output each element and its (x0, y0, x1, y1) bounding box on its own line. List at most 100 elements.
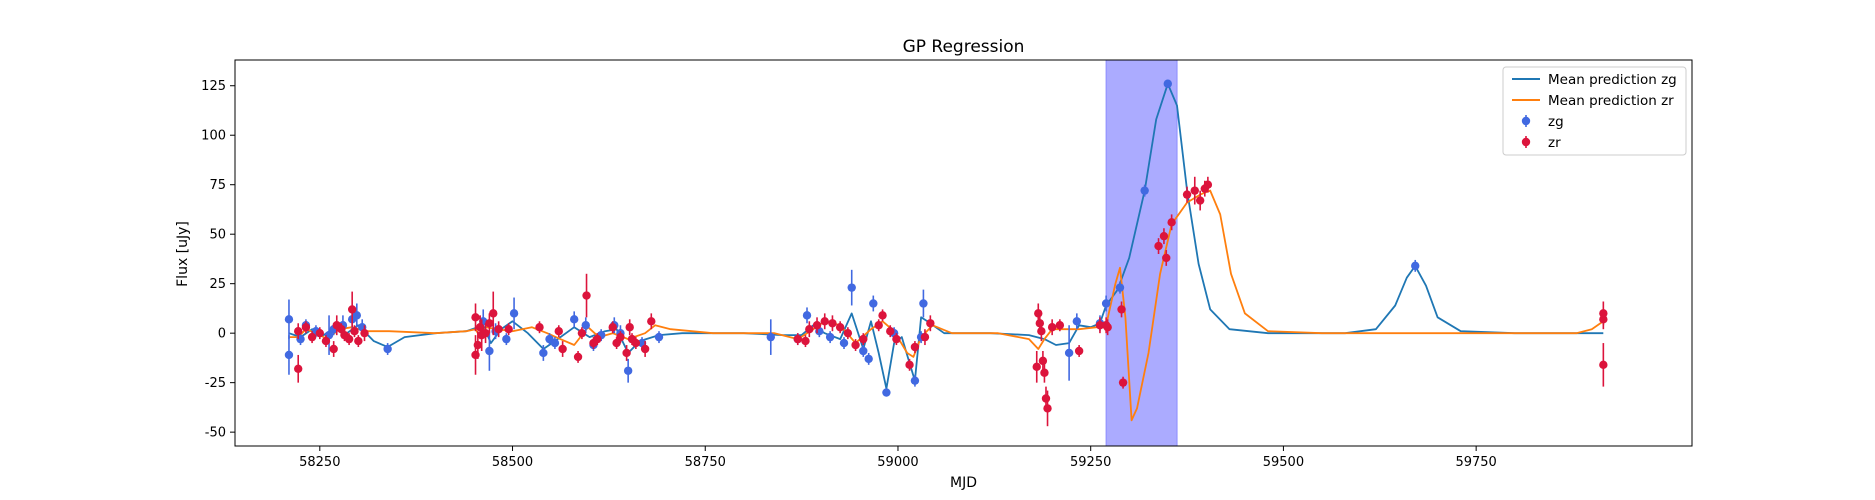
data-point-zr (504, 325, 513, 334)
data-point-zr (878, 311, 887, 320)
data-point-zg (1072, 317, 1082, 326)
data-point-zr (471, 313, 480, 322)
data-point-zr (481, 328, 490, 338)
y-tick-label: 125 (201, 79, 226, 94)
data-point-zr (1182, 190, 1192, 199)
data-point-zr (593, 334, 602, 344)
data-point-zr (1032, 362, 1041, 372)
legend-box (1502, 66, 1687, 156)
data-point-zr (1034, 309, 1043, 318)
data-point-zr (554, 326, 563, 336)
data-point-zr (616, 332, 625, 342)
data-point-zr (1118, 378, 1128, 387)
data-point-zr (1041, 394, 1051, 403)
x-tick-label: 59000 (877, 455, 918, 470)
legend-marker-swatch (1521, 137, 1531, 147)
data-point-zr (920, 332, 930, 342)
data-point-zg (569, 315, 579, 324)
data-point-zr (1599, 360, 1608, 370)
y-tick-label: 100 (201, 129, 226, 144)
data-point-zg (1115, 283, 1125, 292)
data-point-zr (473, 340, 483, 350)
data-point-zr (350, 326, 359, 336)
data-point-zr (307, 332, 317, 342)
y-tick-label: 25 (209, 277, 226, 292)
data-point-zg (864, 354, 873, 364)
data-point-zr (558, 344, 567, 354)
data-point-zr (640, 344, 650, 354)
legend-marker-swatch (1521, 116, 1531, 126)
data-point-zg (383, 344, 392, 354)
data-point-zr (892, 334, 901, 344)
data-point-zr (631, 338, 641, 348)
series-points-zr (294, 176, 1608, 427)
data-point-zr (905, 360, 914, 370)
x-tick-label: 58250 (299, 455, 340, 470)
data-point-zr (622, 348, 631, 358)
data-point-zr (1117, 305, 1126, 314)
data-point-zr (294, 364, 303, 373)
y-tick-label: 75 (209, 178, 226, 193)
data-point-zr (347, 305, 357, 314)
data-point-zr (812, 321, 822, 330)
data-point-zg (539, 348, 548, 358)
data-point-zr (582, 291, 591, 300)
x-tick-label: 58500 (492, 455, 533, 470)
data-point-zr (1159, 231, 1169, 241)
data-point-zr (1195, 196, 1205, 205)
data-point-zr (489, 309, 498, 318)
data-point-zr (344, 334, 354, 344)
data-point-zr (1162, 253, 1171, 263)
data-point-zr (315, 328, 324, 338)
data-point-zg (509, 309, 519, 318)
data-point-zg (919, 299, 928, 308)
plot-frame (234, 59, 1693, 447)
data-point-zr (805, 325, 814, 334)
data-point-zr (321, 336, 331, 346)
data-point-zr (926, 319, 935, 328)
legend-label: zg (1548, 114, 1564, 130)
data-point-zr (820, 317, 829, 326)
data-point-zr (494, 325, 503, 334)
data-point-zr (608, 323, 617, 332)
data-point-zr (1154, 241, 1163, 251)
data-point-zr (301, 323, 311, 332)
y-tick-label: 0 (218, 327, 226, 342)
y-tick-label: 50 (209, 228, 226, 243)
data-point-zg (502, 334, 511, 344)
data-point-zg (825, 332, 835, 342)
data-point-zr (573, 352, 583, 362)
data-point-zr (835, 323, 845, 332)
data-point-zr (329, 344, 338, 354)
data-point-zr (843, 328, 853, 338)
data-point-zr (1190, 186, 1199, 195)
data-point-zr (294, 326, 303, 336)
data-point-zr (1035, 319, 1045, 328)
data-point-zr (793, 334, 802, 344)
data-point-zg (839, 338, 849, 348)
data-point-zg (910, 376, 920, 385)
data-point-zg (859, 346, 868, 356)
data-point-zr (1055, 321, 1065, 330)
data-point-zr (577, 328, 587, 338)
data-point-zg (550, 338, 560, 348)
x-tick-label: 59250 (1070, 455, 1111, 470)
data-point-zg (1163, 79, 1172, 88)
data-point-zg (1140, 186, 1149, 195)
data-point-zr (647, 317, 656, 326)
y-tick-label: -50 (205, 426, 226, 441)
data-point-zr (1203, 180, 1213, 189)
data-point-zg (654, 332, 664, 342)
data-point-zg (1101, 299, 1111, 308)
y-axis: -50 -25 0 25 50 75 100 125 (201, 79, 235, 441)
data-point-zr (1043, 404, 1052, 413)
data-point-zr (360, 328, 369, 338)
data-point-zg (802, 311, 812, 320)
data-point-zr (354, 336, 363, 346)
data-point-zg (485, 346, 494, 356)
data-point-zr (910, 342, 920, 352)
data-point-zr (1095, 321, 1105, 330)
data-point-zr (612, 338, 621, 348)
data-point-zg (766, 332, 775, 342)
